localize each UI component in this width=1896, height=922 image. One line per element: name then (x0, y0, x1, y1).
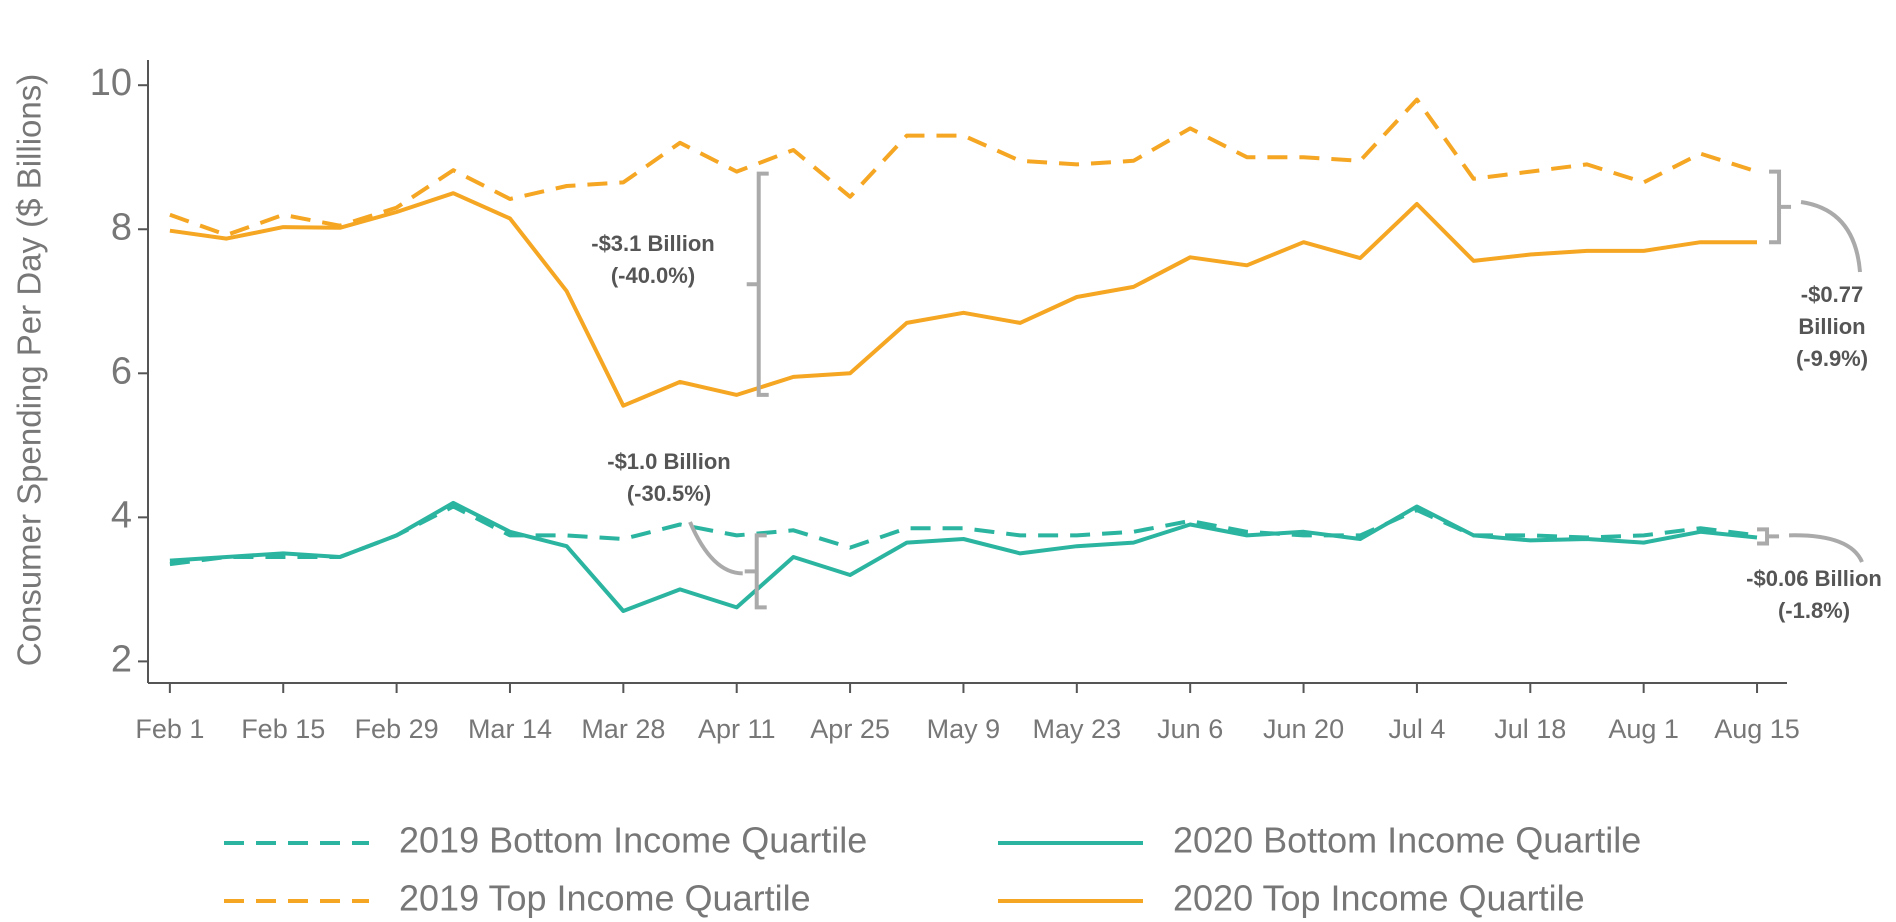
annotation: -$0.77 (1801, 282, 1863, 307)
y-tick-label: 4 (111, 494, 132, 536)
bracket (1757, 527, 1780, 546)
x-tick-label: Apr 25 (810, 714, 890, 744)
x-tick-label: Jul 18 (1494, 714, 1566, 744)
annotation: (-40.0%) (611, 263, 695, 288)
y-tick-label: 2 (111, 638, 132, 680)
connector (1800, 200, 1862, 273)
annotation: -$0.06 Billion (1746, 566, 1882, 591)
legend-label: 2019 Top Income Quartile (399, 878, 811, 919)
x-tick-label: Jun 6 (1157, 714, 1223, 744)
legend-label: 2020 Bottom Income Quartile (1173, 820, 1641, 861)
x-tick-label: Jun 20 (1263, 714, 1344, 744)
x-tick-label: Apr 11 (698, 714, 776, 744)
x-tick-label: Mar 14 (468, 714, 552, 744)
bracket (1769, 169, 1792, 245)
y-tick-label: 6 (111, 350, 132, 392)
x-tick-label: Aug 15 (1714, 714, 1800, 744)
legend-label: 2019 Bottom Income Quartile (399, 820, 867, 861)
series-line (169, 504, 1758, 567)
legend-label: 2020 Top Income Quartile (1173, 878, 1585, 919)
x-tick-label: May 23 (1033, 714, 1122, 744)
x-tick-label: May 9 (927, 714, 1001, 744)
x-tick-label: Feb 29 (355, 714, 439, 744)
x-tick-label: Feb 15 (241, 714, 325, 744)
bracket (744, 533, 767, 610)
x-tick-label: Mar 28 (581, 714, 665, 744)
x-tick-label: Feb 1 (135, 714, 204, 744)
annotation: (-30.5%) (627, 481, 711, 506)
x-tick-label: Jul 4 (1388, 714, 1445, 744)
x-tick-label: Aug 1 (1608, 714, 1679, 744)
annotation: (-1.8%) (1778, 598, 1850, 623)
series-line (169, 97, 1758, 237)
connector (688, 521, 743, 576)
series-line (169, 191, 1757, 408)
y-tick-label: 10 (90, 62, 132, 104)
annotation: Billion (1798, 314, 1865, 339)
annotation: -$1.0 Billion (607, 449, 730, 474)
y-tick-label: 8 (111, 206, 132, 248)
annotation: -$3.1 Billion (591, 231, 714, 256)
y-axis-label: Consumer Spending Per Day ($ Billions) (11, 74, 48, 666)
connector (1788, 533, 1864, 563)
bracket (746, 171, 769, 397)
annotation: (-9.9%) (1796, 346, 1868, 371)
series-line (169, 500, 1758, 613)
